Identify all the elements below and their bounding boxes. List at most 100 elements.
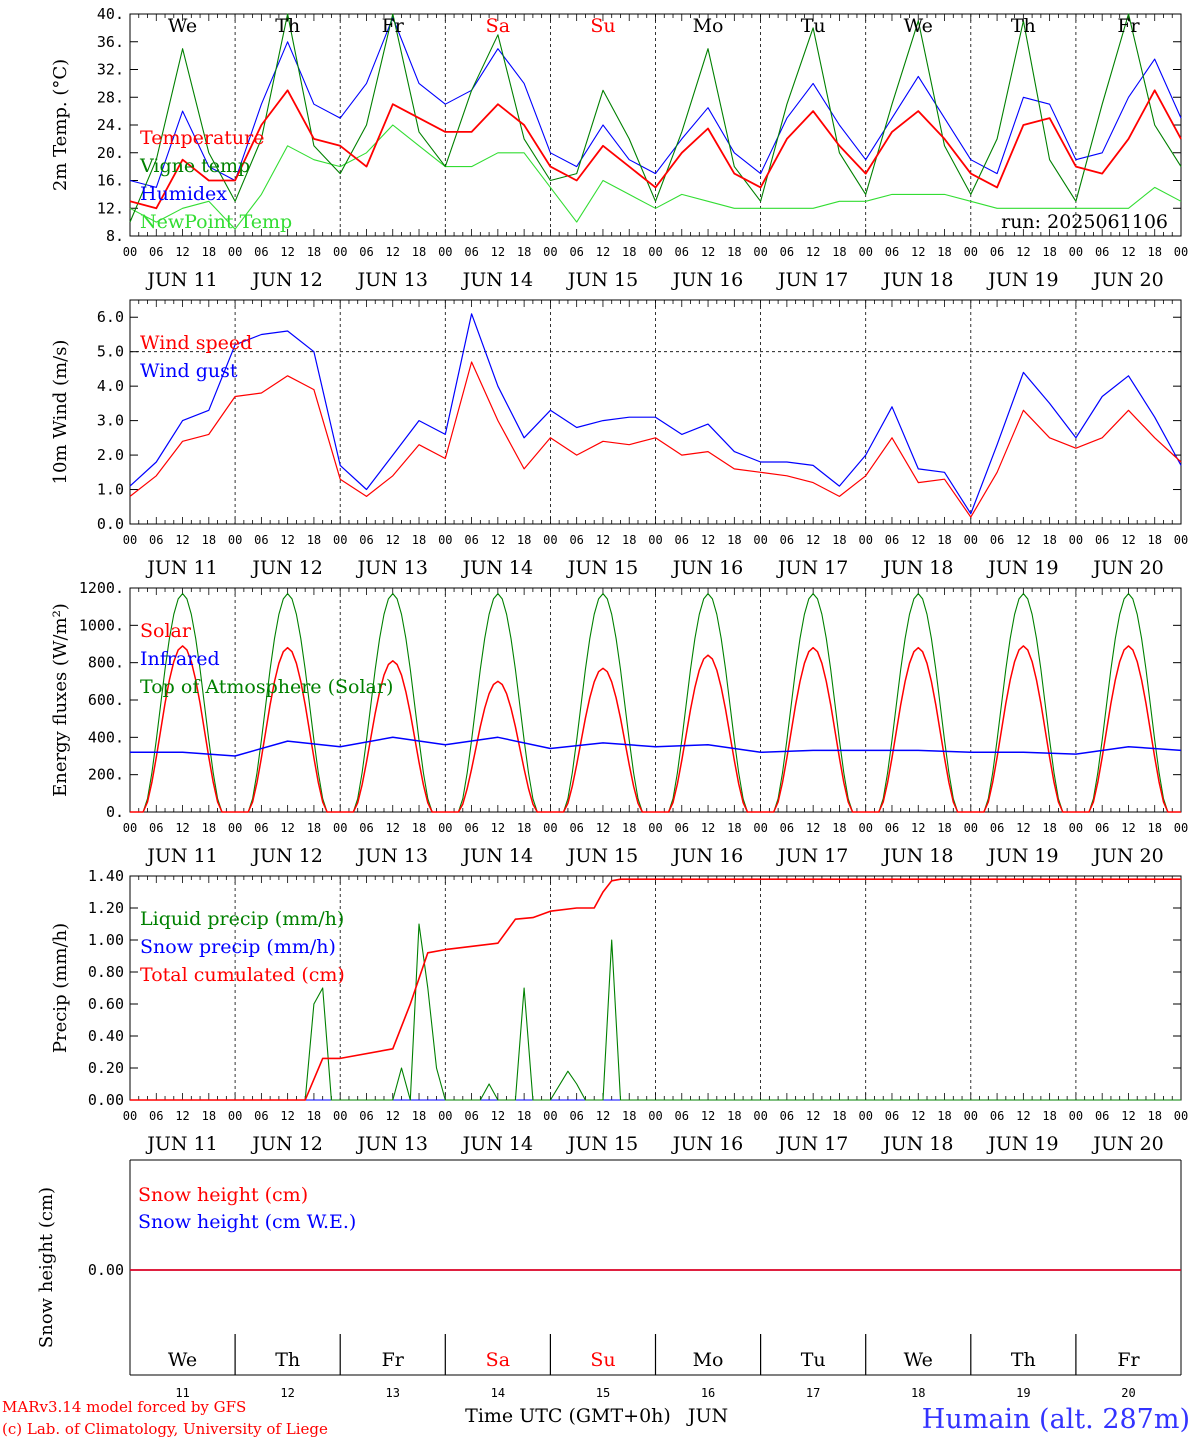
date-tick-label: JUN 13 — [356, 1133, 428, 1155]
hour-tick-label: 12 — [1121, 821, 1135, 835]
day-number-label: 12 — [280, 1386, 294, 1400]
date-tick-label: JUN 12 — [250, 269, 322, 291]
day-number-label: 15 — [596, 1386, 610, 1400]
hour-tick-label: 12 — [386, 821, 400, 835]
hour-tick-label: 12 — [701, 821, 715, 835]
legend-entry: Snow height (cm) — [138, 1184, 308, 1206]
hour-tick-label: 06 — [464, 821, 478, 835]
day-name-label: Su — [590, 15, 615, 37]
y-tick-label: 6.0 — [97, 308, 124, 326]
hour-tick-label: 12 — [701, 533, 715, 547]
hour-tick-label: 06 — [990, 821, 1004, 835]
hour-tick-label: 12 — [175, 245, 189, 259]
hour-tick-label: 12 — [596, 533, 610, 547]
hour-tick-label: 00 — [964, 821, 978, 835]
y-tick-label: 1000. — [79, 616, 124, 634]
hour-tick-label: 18 — [832, 533, 846, 547]
hour-tick-label: 12 — [806, 533, 820, 547]
hour-tick-label: 00 — [753, 1109, 767, 1123]
day-name-label: We — [904, 1349, 933, 1371]
date-tick-label: JUN 14 — [461, 1133, 533, 1155]
hour-tick-label: 18 — [412, 821, 426, 835]
hour-tick-label: 00 — [123, 245, 137, 259]
day-name-label: Fr — [382, 15, 405, 37]
date-tick-label: JUN 15 — [566, 269, 638, 291]
hour-tick-label: 00 — [858, 821, 872, 835]
hour-tick-label: 12 — [911, 1109, 925, 1123]
y-tick-label: 0.40 — [88, 1027, 124, 1045]
hour-tick-label: 18 — [517, 821, 531, 835]
hour-tick-label: 06 — [675, 1109, 689, 1123]
hour-tick-label: 18 — [412, 245, 426, 259]
date-tick-label: JUN 20 — [1091, 845, 1163, 867]
day-name-label: Sa — [486, 1349, 510, 1371]
run-label: run: 2025061106 — [1001, 211, 1168, 233]
hour-tick-label: 06 — [464, 1109, 478, 1123]
y-tick-label: 0.00 — [88, 1091, 124, 1109]
y-tick-label: 800. — [88, 654, 124, 672]
meteogram-panels: 00 06 12 18 JUN 11 00 06 12 18 JUN 12 00 06 12 18 JUN … — [36, 5, 1188, 1400]
series-line-vigne-temp — [129, 13, 1182, 223]
hour-tick-label: 18 — [412, 533, 426, 547]
day-number-label: 17 — [806, 1386, 820, 1400]
hour-tick-label: 12 — [175, 533, 189, 547]
hour-tick-label: 00 — [228, 533, 242, 547]
hour-tick-label: 18 — [307, 245, 321, 259]
hour-tick-label: 00 — [438, 821, 452, 835]
hour-tick-label: 00 — [1174, 245, 1188, 259]
hour-tick-label: 18 — [1042, 533, 1056, 547]
hour-tick-label: 06 — [780, 533, 794, 547]
legend-entry: Liquid precip (mm/h) — [140, 908, 344, 930]
hour-tick-label: 00 — [228, 821, 242, 835]
hour-tick-label: 06 — [780, 245, 794, 259]
hour-tick-label: 18 — [307, 821, 321, 835]
y-tick-label: 0. — [106, 803, 124, 821]
y-tick-label: 1.00 — [88, 931, 124, 949]
hour-tick-label: 18 — [622, 1109, 636, 1123]
hour-tick-label: 00 — [438, 533, 452, 547]
hour-tick-label: 00 — [1174, 1109, 1188, 1123]
date-tick-label: JUN 14 — [461, 845, 533, 867]
day-name-label: We — [168, 1349, 197, 1371]
hour-tick-label: 06 — [359, 821, 373, 835]
hour-tick-label: 00 — [123, 533, 137, 547]
hour-tick-label: 06 — [675, 533, 689, 547]
hour-tick-label: 12 — [701, 1109, 715, 1123]
series-line-wind-speed — [129, 361, 1182, 518]
hour-tick-label: 00 — [648, 245, 662, 259]
y-tick-label: 5.0 — [97, 343, 124, 361]
hour-tick-label: 00 — [543, 821, 557, 835]
hour-tick-label: 12 — [386, 245, 400, 259]
hour-tick-label: 06 — [254, 1109, 268, 1123]
hour-tick-label: 00 — [858, 245, 872, 259]
hour-tick-label: 12 — [806, 821, 820, 835]
station-title: Humain (alt. 287m) — [922, 1404, 1190, 1435]
panel-precip: 00 06 12 18 JUN 11 00 06 12 18 JUN 12 00 06 12 18 JUN … — [50, 867, 1188, 1155]
hour-tick-label: 12 — [1016, 245, 1030, 259]
hour-tick-label: 18 — [1147, 821, 1161, 835]
hour-tick-label: 18 — [202, 533, 216, 547]
date-tick-label: JUN 19 — [986, 845, 1058, 867]
hour-tick-label: 18 — [937, 821, 951, 835]
y-tick-label: 16. — [97, 172, 124, 190]
y-tick-label: 3.0 — [97, 412, 124, 430]
hour-tick-label: 12 — [491, 533, 505, 547]
hour-tick-label: 00 — [438, 245, 452, 259]
hour-tick-label: 12 — [386, 1109, 400, 1123]
panel-frame — [129, 299, 1182, 525]
y-axis-label: Precip (mm/h) — [50, 923, 71, 1053]
hour-tick-label: 00 — [964, 245, 978, 259]
hour-tick-label: 18 — [202, 821, 216, 835]
y-tick-label: 36. — [97, 33, 124, 51]
hour-tick-label: 06 — [675, 245, 689, 259]
panel-energy: 00 06 12 18 JUN 11 00 06 12 18 JUN 12 00 06 12 18 JUN … — [50, 579, 1188, 867]
hour-tick-label: 06 — [780, 1109, 794, 1123]
day-name-label: Mo — [693, 1349, 724, 1371]
hour-tick-label: 12 — [280, 533, 294, 547]
day-name-label: Fr — [382, 1349, 405, 1371]
date-tick-label: JUN 20 — [1091, 269, 1163, 291]
legend-entry: Total cumulated (cm) — [140, 964, 345, 986]
date-tick-label: JUN 17 — [776, 557, 848, 579]
legend-entry: Vigne temp — [139, 155, 250, 177]
hour-tick-label: 06 — [885, 821, 899, 835]
